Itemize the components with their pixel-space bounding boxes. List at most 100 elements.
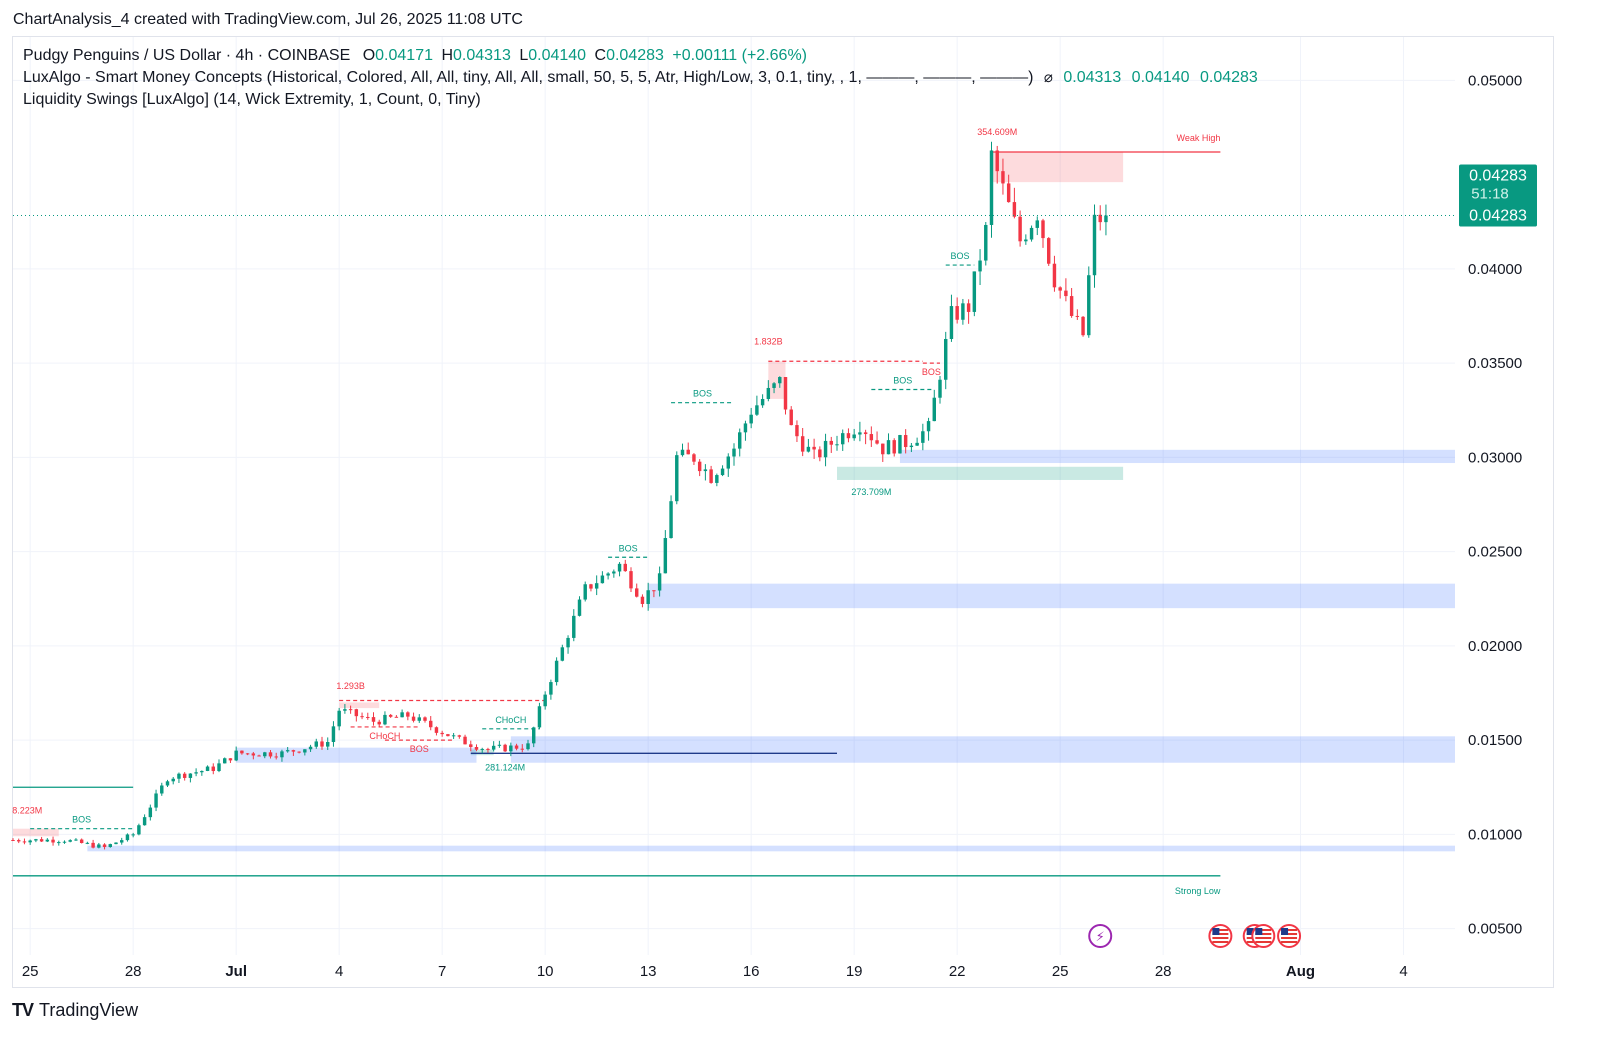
candle-body (554, 660, 559, 683)
candle-body (28, 840, 32, 843)
candle-body (228, 758, 233, 761)
candlestick-chart[interactable]: Weak High Strong Low BOS BOS BOS BOS BOS CHoCH C… (0, 0, 1600, 1000)
candle-body (240, 750, 244, 754)
candle-body (400, 712, 404, 718)
candle-body (114, 842, 118, 845)
candle-body (1029, 227, 1034, 240)
candle-body (566, 637, 570, 648)
candle-body (406, 712, 410, 717)
close-value: 0.04283 (606, 47, 664, 64)
low-value: 0.04140 (528, 47, 587, 64)
candle-body (423, 717, 427, 721)
volume-label: 354.609M (977, 127, 1017, 137)
candle-body (915, 442, 919, 446)
candle-body (760, 398, 765, 406)
candle-body (148, 807, 153, 818)
candle-body (709, 469, 713, 483)
indicator-smc-value-3: 0.04283 (1199, 69, 1258, 86)
candle-body (268, 752, 273, 757)
candle-body (182, 773, 187, 778)
candle-body (348, 709, 353, 711)
structure-label: BOS (619, 543, 638, 553)
candle-body (898, 435, 902, 454)
x-axis-tick-label: 4 (335, 963, 343, 980)
candle-body (829, 440, 833, 445)
candle-body (1069, 296, 1074, 316)
candle-body (938, 379, 942, 398)
candle-body (549, 682, 553, 695)
candle-body (766, 387, 771, 399)
candle-body (320, 741, 324, 747)
x-axis-tick-label: 13 (640, 963, 657, 980)
candle-body (755, 405, 759, 415)
candle-body (732, 448, 736, 457)
candle-body (738, 432, 742, 449)
candle-body (377, 721, 381, 725)
candle-body (217, 763, 221, 772)
candle-body (921, 431, 925, 443)
symbol-row[interactable]: Pudgy Penguins / US Dollar · 4h · COINBA… (23, 45, 1258, 67)
candle-body (171, 778, 175, 782)
change-value: +0.00111 (+2.66%) (672, 47, 807, 64)
candle-body (1035, 220, 1039, 228)
candle-body (303, 749, 307, 753)
volume-label: 8.223M (12, 806, 42, 816)
candle-body (589, 584, 593, 589)
tradingview-footer[interactable]: TV TradingView (12, 1000, 138, 1021)
volume-label: 273.709M (851, 487, 891, 497)
chart-frame (12, 36, 1554, 988)
candle-body (572, 615, 576, 638)
candle-body (200, 770, 204, 773)
indicator-row-smc[interactable]: LuxAlgo - Smart Money Concepts (Historic… (23, 67, 1258, 89)
candle-body (835, 444, 839, 446)
hidden-eye-icon[interactable]: ⌀ (1043, 69, 1053, 86)
candle-body (600, 575, 605, 584)
candle-body (22, 841, 27, 843)
candle-body (137, 825, 141, 835)
y-axis-tick-label: 0.01500 (1468, 732, 1522, 749)
candle-body (995, 150, 999, 172)
candle-body (594, 583, 599, 589)
y-axis-tick-label: 0.05000 (1468, 72, 1522, 89)
flag-stripe (1281, 933, 1298, 935)
candle-body (932, 397, 936, 422)
blue-zone (87, 845, 1455, 852)
candle-body (154, 793, 158, 808)
candle-body (91, 842, 95, 848)
tradingview-logo-icon: TV (12, 1000, 34, 1020)
x-axis-tick-label: 7 (438, 963, 446, 980)
candle-body (966, 303, 971, 312)
candle-body (772, 383, 776, 388)
candle-body (440, 732, 444, 735)
candle-body (308, 746, 313, 750)
candle-body (806, 446, 811, 452)
candle-body (446, 734, 450, 737)
candle-body (955, 306, 959, 320)
candle-body (875, 440, 879, 444)
candle-body (1092, 214, 1097, 276)
structure-label: BOS (72, 815, 91, 825)
x-axis-tick-label: 28 (125, 963, 142, 980)
y-axis-tick-label: 0.02500 (1468, 544, 1522, 561)
indicator-row-liquidity[interactable]: Liquidity Swings [LuxAlgo] (14, Wick Ext… (23, 89, 1258, 111)
candle-body (635, 588, 639, 597)
candle-body (778, 377, 782, 384)
candle-body (39, 839, 44, 842)
supply-zone (339, 702, 380, 709)
candle-body (812, 446, 816, 450)
y-axis-tick-label: 0.03000 (1468, 449, 1522, 466)
flag-stripe (1255, 933, 1272, 935)
candle-body (612, 571, 616, 574)
candle-body (57, 842, 61, 844)
low-label: L (519, 47, 529, 64)
candle-body (257, 755, 261, 757)
candle-body (205, 766, 210, 771)
candle-body (726, 456, 730, 469)
candle-body (1098, 214, 1102, 223)
flag-stripe (1212, 937, 1229, 939)
x-axis-tick-label: Aug (1286, 963, 1315, 980)
candle-body (944, 338, 948, 380)
candle-body (697, 461, 702, 472)
candle-body (892, 440, 896, 454)
